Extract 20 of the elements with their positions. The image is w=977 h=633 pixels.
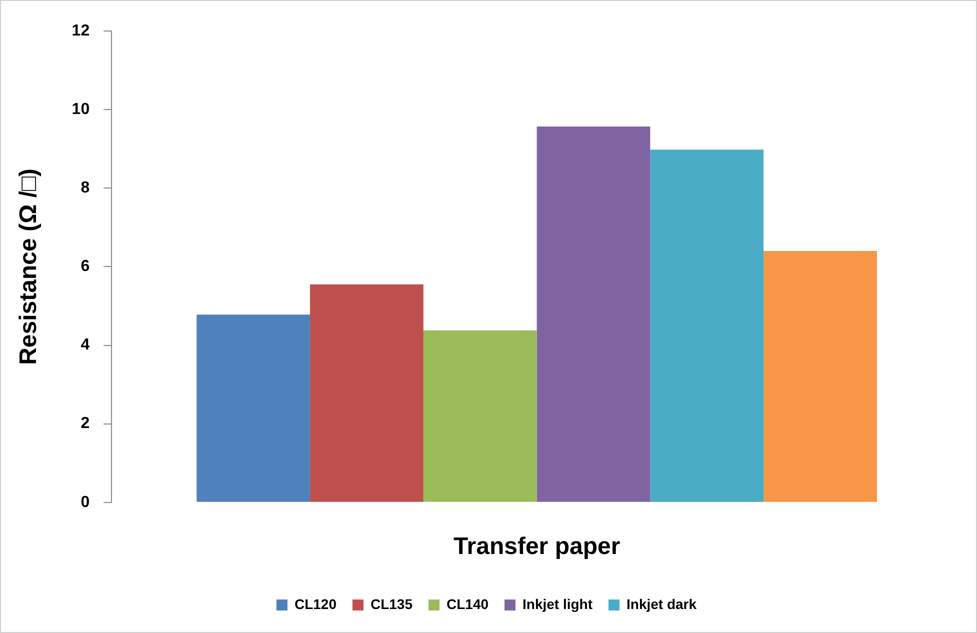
legend-label: CL140 — [446, 596, 489, 612]
legend-label: Inkjet dark — [626, 596, 697, 612]
x-axis-title: Transfer paper — [453, 533, 620, 560]
legend-label: CL120 — [294, 596, 337, 612]
bar — [536, 126, 650, 502]
bar — [196, 314, 310, 502]
y-tick-label: 6 — [80, 258, 90, 276]
y-axis-title: Resistance (Ω /□) — [15, 168, 42, 365]
bar — [423, 330, 537, 502]
y-tick-label: 4 — [80, 336, 90, 354]
y-tick-label: 2 — [80, 415, 90, 432]
y-tick-label: 0 — [80, 494, 90, 511]
y-tick-label: 8 — [80, 180, 90, 197]
legend-label: Inkjet light — [522, 596, 593, 612]
bar — [310, 284, 424, 502]
bar — [650, 150, 764, 502]
y-tick-label: 10 — [72, 100, 90, 118]
bar — [764, 250, 877, 502]
legend-label: CL135 — [370, 596, 413, 612]
y-tick-label: 12 — [72, 22, 90, 40]
